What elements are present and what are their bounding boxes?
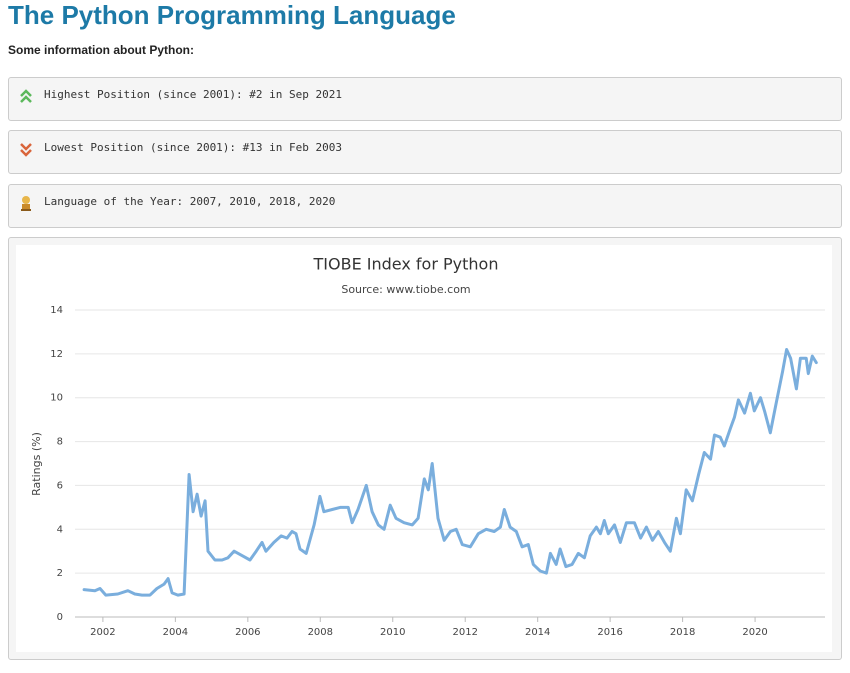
y-tick-label: 8	[57, 437, 63, 448]
subtitle: Some information about Python:	[8, 43, 194, 57]
x-tick-label: 2010	[380, 627, 405, 638]
info-text: Highest Position (since 2001): #2 in Sep…	[44, 88, 343, 101]
y-tick-label: 10	[50, 393, 63, 404]
x-tick-label: 2014	[525, 627, 550, 638]
y-tick-label: 4	[57, 524, 63, 535]
page-title: The Python Programming Language	[8, 0, 456, 30]
chart-subtitle: Source: www.tiobe.com	[341, 283, 470, 296]
down-icon	[20, 143, 32, 157]
x-tick-label: 2004	[163, 627, 188, 638]
x-tick-label: 2002	[90, 627, 115, 638]
chart-title: TIOBE Index for Python	[313, 255, 499, 274]
up-icon	[20, 89, 32, 103]
chart-area	[16, 245, 832, 652]
data-line	[82, 348, 818, 597]
y-axis-label: Ratings (%)	[30, 432, 43, 496]
info-box: Language of the Year: 2007, 2010, 2018, …	[8, 184, 842, 228]
x-tick-label: 2020	[742, 627, 767, 638]
info-text: Lowest Position (since 2001): #13 in Feb…	[44, 141, 343, 154]
info-box: Lowest Position (since 2001): #13 in Feb…	[8, 130, 842, 174]
y-tick-label: 2	[57, 568, 63, 579]
info-text: Language of the Year: 2007, 2010, 2018, …	[44, 195, 336, 208]
y-tick-label: 6	[57, 480, 63, 491]
y-tick-label: 0	[57, 612, 63, 623]
x-tick-label: 2008	[308, 627, 333, 638]
x-tick-label: 2012	[452, 627, 477, 638]
y-tick-label: 12	[50, 349, 63, 360]
y-tick-label: 14	[50, 305, 63, 316]
x-tick-label: 2018	[670, 627, 695, 638]
x-tick-label: 2016	[597, 627, 622, 638]
x-tick-label: 2006	[235, 627, 260, 638]
trophy-icon	[21, 196, 31, 211]
info-box: Highest Position (since 2001): #2 in Sep…	[8, 77, 842, 121]
